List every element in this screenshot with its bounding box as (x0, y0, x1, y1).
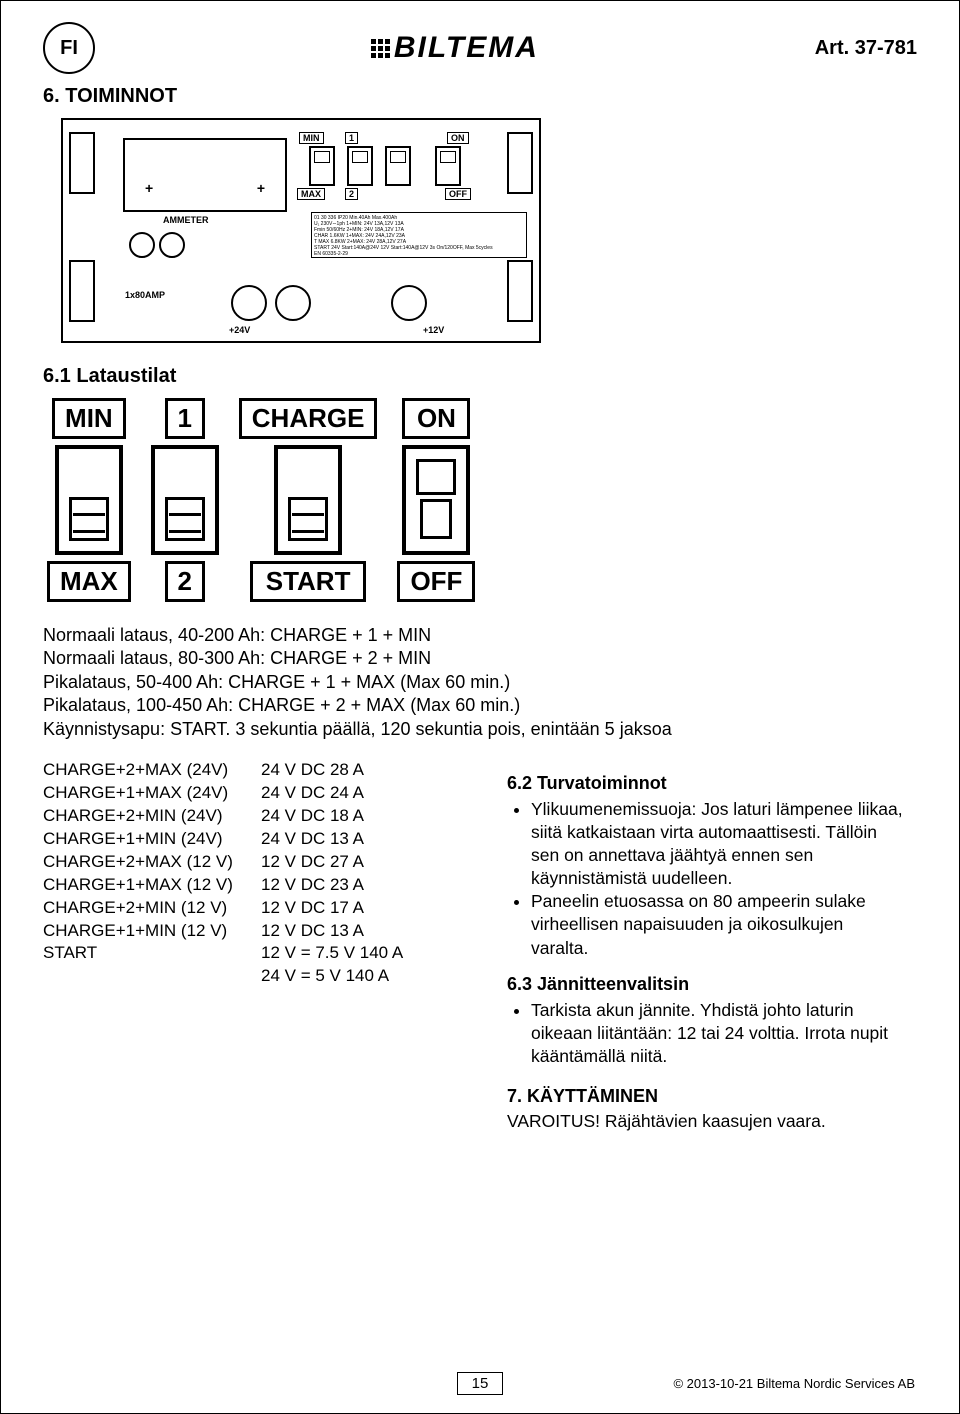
terminal-knob-icon (391, 285, 427, 321)
knob-icon (129, 232, 155, 258)
charging-mode-line: Pikalataus, 50-400 Ah: CHARGE + 1 + MAX … (43, 671, 917, 694)
mini-switch-icon (347, 146, 373, 186)
label-box-start: START (250, 561, 366, 602)
max-label: MAX (297, 188, 325, 200)
label-box-1: 1 (165, 398, 205, 439)
table-row: CHARGE+2+MIN (12 V)12 V DC 17 A (43, 897, 411, 920)
mount-bracket-icon (69, 260, 95, 322)
rocker-switch-icon (55, 445, 123, 555)
mount-bracket-icon (507, 260, 533, 322)
charging-mode-line: Käynnistysapu: START. 3 sekuntia päällä,… (43, 718, 917, 741)
ammeter-label: AMMETER (163, 215, 209, 225)
label-box-off: OFF (397, 561, 475, 602)
section-6-1-title: 6.1 Lataustilat (43, 365, 917, 388)
off-label: OFF (445, 188, 471, 200)
brand-name: BILTEMA (394, 31, 539, 65)
charging-mode-line: Normaali lataus, 40-200 Ah: CHARGE + 1 +… (43, 624, 917, 647)
table-row: START12 V = 7.5 V 140 A (43, 942, 411, 965)
section-6-2-title: 6.2 Turvatoiminnot (507, 773, 903, 794)
mini-switch-icon (309, 146, 335, 186)
list-item: Tarkista akun jännite. Yhdistä johto lat… (531, 999, 903, 1068)
label-box-min: MIN (52, 398, 126, 439)
min-label: MIN (299, 132, 324, 144)
switch-row-diagram: MIN MAX 1 2 CHARGE START ON OFF (47, 398, 917, 602)
section-7-title: 7. KÄYTTÄMINEN (507, 1086, 903, 1107)
label-box-2: 2 (165, 561, 205, 602)
rocker-switch-icon (274, 445, 342, 555)
mini-switch-icon (435, 146, 461, 186)
table-row: CHARGE+1+MIN (24V)24 V DC 13 A (43, 828, 411, 851)
mount-bracket-icon (69, 132, 95, 194)
fuse-label: 1x80AMP (125, 290, 165, 300)
table-row: CHARGE+2+MAX (12 V)12 V DC 27 A (43, 851, 411, 874)
terminal-knob-icon (231, 285, 267, 321)
section-6-3-title: 6.3 Jännitteenvalitsin (507, 974, 903, 995)
page-number: 15 (457, 1372, 504, 1395)
two-label: 2 (345, 188, 358, 200)
table-row: CHARGE+2+MIN (24V)24 V DC 18 A (43, 805, 411, 828)
knob-icon (159, 232, 185, 258)
plus12v-label: +12V (423, 325, 444, 335)
list-item: Ylikuumenemissuoja: Jos laturi lämpenee … (531, 798, 903, 890)
table-row: CHARGE+1+MIN (12 V)12 V DC 13 A (43, 920, 411, 943)
safety-features-list: Ylikuumenemissuoja: Jos laturi lämpenee … (507, 798, 903, 960)
rocker-switch-icon (151, 445, 219, 555)
section-6-title: 6. TOIMINNOT (43, 85, 917, 108)
table-row: CHARGE+1+MAX (24V)24 V DC 24 A (43, 782, 411, 805)
charging-mode-line: Pikalataus, 100-450 Ah: CHARGE + 2 + MAX… (43, 694, 917, 717)
plus24v-label: +24V (229, 325, 250, 335)
on-label: ON (447, 132, 469, 144)
device-panel-diagram: AMMETER MIN 1 ON MAX 2 OFF 01 30 336 IP2… (61, 118, 541, 343)
label-box-on: ON (402, 398, 470, 439)
voltage-selector-list: Tarkista akun jännite. Yhdistä johto lat… (507, 999, 903, 1068)
table-row: CHARGE+1+MAX (12 V)12 V DC 23 A (43, 874, 411, 897)
section-7-warning: VAROITUS! Räjähtävien kaasujen vaara. (507, 1111, 903, 1132)
label-box-charge: CHARGE (239, 398, 378, 439)
mini-switch-cluster: MIN 1 ON MAX 2 OFF (303, 132, 467, 186)
list-item: Paneelin etuosassa on 80 ampeerin sulake… (531, 890, 903, 959)
label-box-max: MAX (47, 561, 131, 602)
brand-logo: BILTEMA (371, 31, 539, 65)
table-row: 24 V = 5 V 140 A (43, 965, 411, 988)
modes-table: CHARGE+2+MAX (24V)24 V DC 28 A CHARGE+1+… (43, 759, 411, 988)
terminal-knob-icon (275, 285, 311, 321)
rocker-switch-icon (402, 445, 470, 555)
copyright: © 2013-10-21 Biltema Nordic Services AB (673, 1376, 915, 1391)
mount-bracket-icon (507, 132, 533, 194)
charging-mode-line: Normaali lataus, 80-300 Ah: CHARGE + 2 +… (43, 647, 917, 670)
one-label: 1 (345, 132, 358, 144)
table-row: CHARGE+2+MAX (24V)24 V DC 28 A (43, 759, 411, 782)
mini-switch-icon (385, 146, 411, 186)
article-number: Art. 37-781 (815, 37, 917, 60)
language-badge: FI (43, 22, 95, 74)
spec-plate: 01 30 336 IP20 Min.40Ah Max.400Ah U₁ 230… (311, 212, 527, 258)
logo-dots-icon (371, 39, 390, 58)
ammeter-display (123, 138, 287, 212)
